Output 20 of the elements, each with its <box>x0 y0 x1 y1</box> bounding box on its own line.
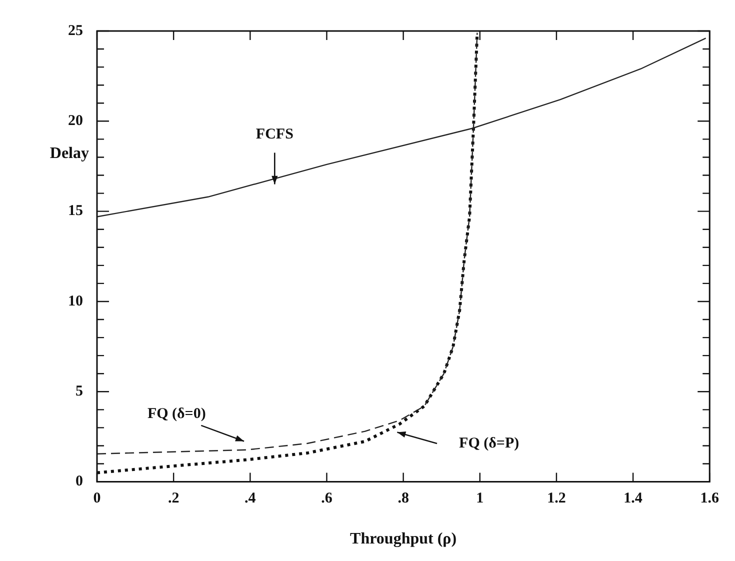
y-tick-label: 20 <box>68 113 83 130</box>
annotation: FCFS <box>256 126 294 143</box>
x-tick-label: 1.4 <box>624 490 643 507</box>
x-tick-label: .2 <box>168 490 180 507</box>
y-tick-label: 5 <box>76 384 83 400</box>
y-tick-label: 0 <box>76 474 83 490</box>
x-tick-label: 1 <box>476 490 484 507</box>
annotation: FQ (δ=0) <box>147 406 206 422</box>
x-tick-label: 1.2 <box>547 490 566 507</box>
x-tick-label: .4 <box>244 490 256 507</box>
annotation: FQ (δ=P) <box>459 435 520 452</box>
y-tick-label: 25 <box>68 22 83 39</box>
x-axis-title: Throughput (ρ) <box>350 530 457 548</box>
y-axis-title: Delay <box>50 144 89 162</box>
x-tick-label: .6 <box>321 490 333 507</box>
y-tick-label: 15 <box>68 203 83 220</box>
y-tick-label: 10 <box>68 293 83 310</box>
x-tick-label: 1.6 <box>700 490 720 507</box>
x-tick-label: 0 <box>93 490 101 507</box>
x-tick-label: .8 <box>398 490 409 507</box>
